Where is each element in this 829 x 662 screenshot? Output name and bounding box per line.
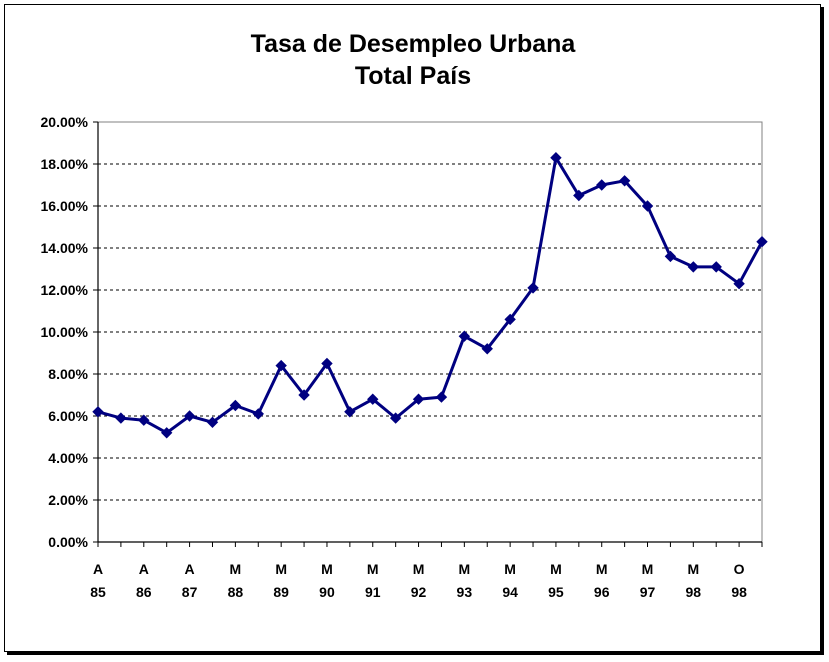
y-tick-label: 6.00%: [48, 408, 88, 424]
x-tick-label-month: A: [93, 561, 103, 577]
y-tick-label: 16.00%: [41, 198, 89, 214]
data-point-marker: [458, 330, 471, 342]
x-tick-label-year: 91: [365, 584, 381, 600]
x-tick-label-year: 93: [457, 584, 473, 600]
x-tick-label-year: 88: [228, 584, 244, 600]
y-tick-label: 12.00%: [41, 282, 89, 298]
x-tick-label-year: 89: [273, 584, 289, 600]
data-point-marker: [229, 399, 242, 412]
y-tick-label: 14.00%: [41, 240, 89, 256]
data-point-marker: [252, 408, 264, 420]
x-tick-label-year: 97: [640, 584, 656, 600]
y-tick-label: 4.00%: [48, 450, 88, 466]
data-point-marker: [756, 235, 768, 248]
data-point-marker: [527, 282, 539, 294]
x-tick-label-month: M: [596, 561, 608, 577]
data-point-marker: [298, 389, 310, 401]
data-point-marker: [504, 313, 516, 326]
x-tick-label-year: 86: [136, 584, 152, 600]
x-tick-label-year: 96: [594, 584, 610, 600]
x-tick-label-month: A: [185, 561, 195, 577]
data-point-marker: [435, 391, 448, 403]
x-tick-label-month: M: [550, 561, 562, 577]
x-tick-label-year: 98: [731, 584, 747, 600]
y-tick-label: 8.00%: [48, 366, 88, 382]
data-point-marker: [641, 200, 654, 212]
axes: [93, 121, 763, 547]
series-group: [92, 151, 768, 439]
x-tick-label-month: M: [687, 561, 699, 577]
data-point-marker: [573, 189, 585, 202]
series-line: [97, 156, 764, 435]
y-tick-label: 0.00%: [48, 534, 88, 550]
y-axis-tick-labels: 0.00% 2.00% 4.00% 6.00% 8.00% 10.00% 12.00% 14.…: [41, 114, 89, 550]
data-point-marker: [275, 359, 287, 372]
x-tick-label-month: M: [642, 561, 654, 577]
data-point-marker: [687, 261, 700, 273]
gridlines: [98, 163, 762, 501]
data-point-marker: [618, 175, 631, 187]
chart-title: Tasa de Desempleo Urbana: [251, 30, 577, 58]
x-tick-label-year: 90: [319, 584, 335, 600]
x-tick-label-year: 98: [686, 584, 702, 600]
x-tick-label-month: M: [504, 561, 516, 577]
y-tick-label: 10.00%: [41, 324, 89, 340]
x-tick-label-year: 85: [90, 584, 106, 600]
x-tick-label-year: 92: [411, 584, 427, 600]
data-point-marker: [733, 277, 745, 290]
data-point-marker: [183, 410, 196, 422]
x-tick-label-month: A: [139, 561, 149, 577]
x-axis-tick-labels: A 85 A 86 A 87 M 88 M 89 M 90 M 91 M 92 M 93 M 94 M 95 M 96 M 97 M…: [90, 561, 747, 600]
chart-frame: [4, 4, 821, 652]
data-point-marker: [481, 343, 493, 355]
data-point-marker: [206, 416, 219, 429]
data-point-marker: [160, 427, 173, 439]
x-tick-label-month: M: [459, 561, 471, 577]
data-point-marker: [321, 357, 333, 370]
data-point-marker: [389, 412, 402, 424]
x-tick-label-month: M: [230, 561, 242, 577]
x-tick-label-month: M: [321, 561, 333, 577]
y-tick-label: 2.00%: [48, 492, 88, 508]
data-point-marker: [344, 406, 356, 418]
data-point-marker: [138, 414, 150, 426]
data-point-marker: [412, 393, 425, 405]
data-point-marker: [710, 261, 722, 273]
data-point-marker: [115, 412, 127, 424]
y-tick-label: 18.00%: [41, 156, 89, 172]
data-point-marker: [92, 406, 104, 418]
y-tick-label: 20.00%: [41, 114, 89, 130]
data-point-marker: [367, 393, 379, 405]
chart-subtitle: Total País: [355, 62, 471, 90]
x-tick-label-year: 95: [548, 584, 564, 600]
data-point-marker: [664, 250, 677, 263]
data-point-marker: [550, 151, 562, 164]
data-point-marker: [596, 179, 608, 191]
x-tick-label-year: 87: [182, 584, 198, 600]
x-tick-label-month: M: [275, 561, 287, 577]
x-tick-label-month: M: [367, 561, 379, 577]
x-tick-label-year: 94: [502, 584, 518, 600]
x-tick-label-month: O: [734, 561, 745, 577]
x-tick-label-month: M: [413, 561, 425, 577]
